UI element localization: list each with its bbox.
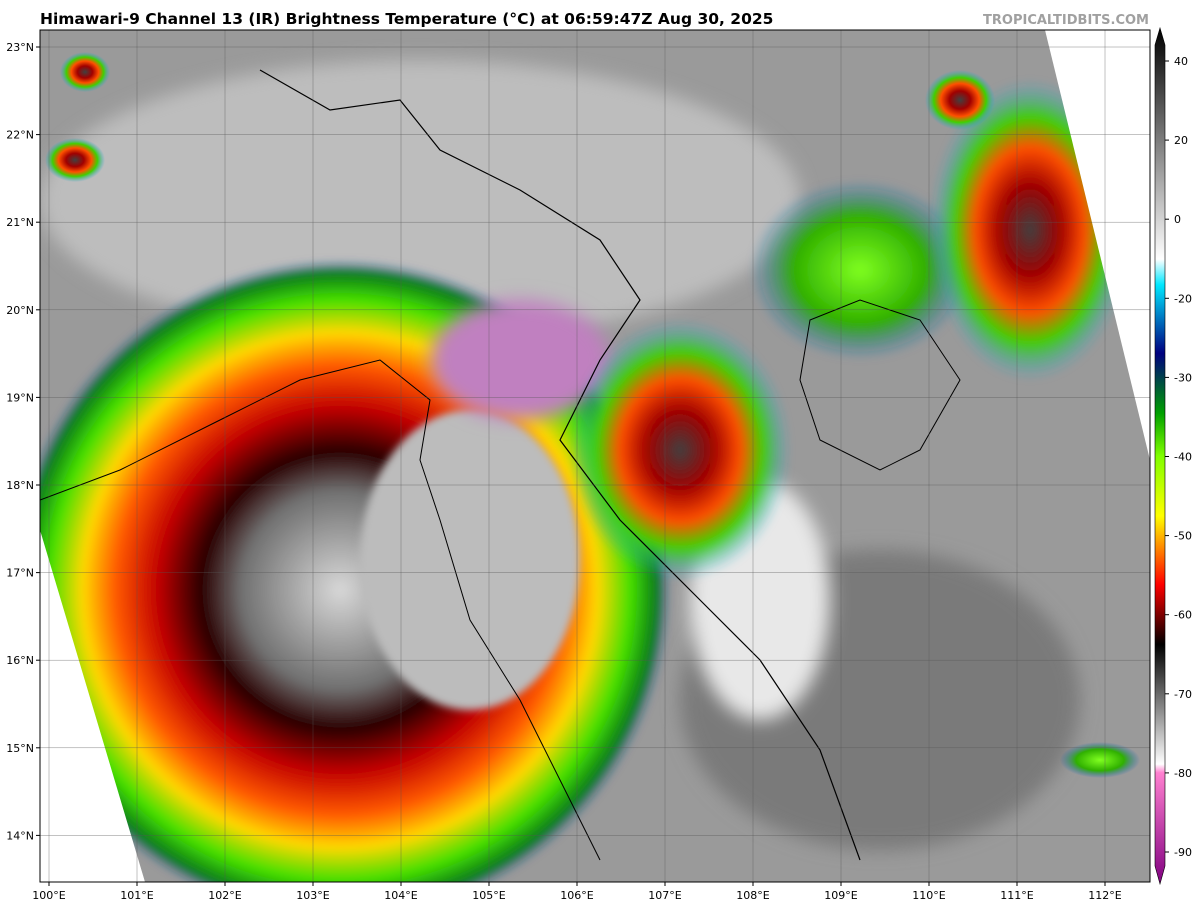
lat-label: 16°N [6, 654, 34, 667]
lon-label: 100°E [32, 889, 65, 902]
colorbar-label: 20 [1174, 134, 1188, 147]
colorbar-label: -90 [1174, 846, 1192, 859]
colorbar-label: 0 [1174, 213, 1181, 226]
colorbar-label: -50 [1174, 530, 1192, 543]
graticule [36, 30, 1150, 886]
colorbar-label: 40 [1174, 55, 1188, 68]
lat-label: 20°N [6, 304, 34, 317]
lon-label: 106°E [560, 889, 593, 902]
colorbar-label: -60 [1174, 609, 1192, 622]
map-title: Himawari-9 Channel 13 (IR) Brightness Te… [40, 10, 773, 28]
colorbar-label: -40 [1174, 451, 1192, 464]
lon-label: 111°E [1000, 889, 1033, 902]
lon-label: 102°E [208, 889, 241, 902]
lat-label: 18°N [6, 479, 34, 492]
colorbar-label: -80 [1174, 767, 1192, 780]
lon-label: 103°E [296, 889, 329, 902]
lon-label: 110°E [912, 889, 945, 902]
lon-label: 104°E [384, 889, 417, 902]
imagery [40, 30, 1150, 882]
colorbar [1154, 26, 1166, 886]
map-frame [39, 29, 1151, 883]
colorbar-label: -30 [1174, 371, 1192, 384]
credit: TROPICALTIDBITS.COM [983, 13, 1149, 28]
lat-label: 23°N [6, 41, 34, 54]
lon-label: 107°E [648, 889, 681, 902]
lon-label: 105°E [472, 889, 505, 902]
lat-label: 17°N [6, 567, 34, 580]
colorbar-label: -20 [1174, 292, 1192, 305]
lon-label: 101°E [120, 889, 153, 902]
lat-label: 21°N [6, 216, 34, 229]
lon-label: 108°E [736, 889, 769, 902]
lon-label: 109°E [824, 889, 857, 902]
lat-label: 14°N [6, 829, 34, 842]
lat-label: 22°N [6, 129, 34, 142]
lat-label: 19°N [6, 391, 34, 404]
lon-label: 112°E [1088, 889, 1121, 902]
colorbar-label: -70 [1174, 688, 1192, 701]
lat-label: 15°N [6, 742, 34, 755]
